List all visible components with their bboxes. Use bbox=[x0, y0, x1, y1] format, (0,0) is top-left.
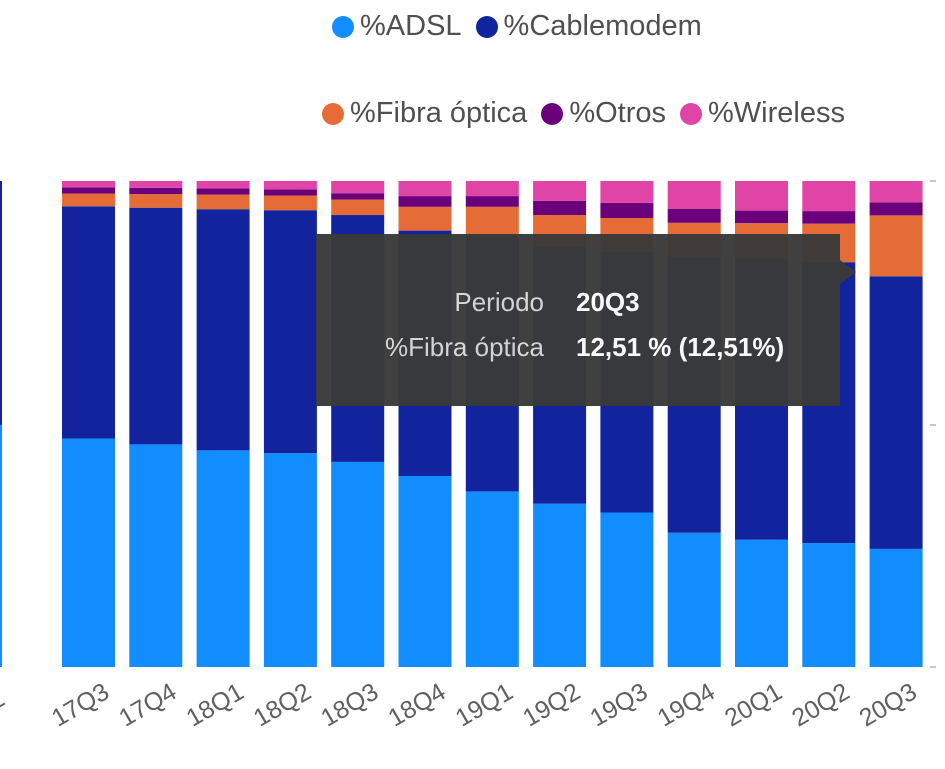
tooltip-arrow bbox=[840, 260, 856, 284]
x-tick-label-20q1: 20Q1 bbox=[720, 678, 787, 733]
bar-segment-19q1-s0[interactable] bbox=[465, 491, 519, 667]
bar-segment-18q2-s4[interactable] bbox=[263, 181, 317, 190]
x-tick-label-partial: Q2 bbox=[0, 685, 9, 726]
x-tick-label-18q2: 18Q2 bbox=[249, 678, 316, 733]
bar-segment-20q2-s4[interactable] bbox=[802, 181, 856, 212]
bar-segment-17q3-s1[interactable] bbox=[62, 206, 115, 439]
bar-segment-18q1-s2[interactable] bbox=[196, 194, 250, 210]
bar-segment-18q4-s0[interactable] bbox=[398, 476, 452, 667]
tooltip-value-periodo: 20Q3 bbox=[576, 287, 640, 317]
bar-segment-17q3-s4[interactable] bbox=[62, 181, 115, 188]
bar-segment-17q4-s0[interactable] bbox=[129, 444, 183, 667]
x-tick-label-20q3: 20Q3 bbox=[855, 678, 922, 733]
bar-segment-19q3-s0[interactable] bbox=[600, 512, 654, 668]
x-tick-label-18q4: 18Q4 bbox=[384, 678, 451, 733]
bar-segment-17q3-s0[interactable] bbox=[62, 438, 115, 667]
bar-segment-18q3-s0[interactable] bbox=[331, 461, 385, 667]
x-tick-label-17q3: 17Q3 bbox=[47, 678, 114, 733]
bar-segment-18q3-s3[interactable] bbox=[331, 193, 385, 200]
bar-segment-17q3-s3[interactable] bbox=[62, 187, 115, 194]
bar-segment-17q4-s4[interactable] bbox=[129, 181, 183, 188]
bar-segment-18q2-s0[interactable] bbox=[263, 453, 317, 667]
x-tick-label-19q1: 19Q1 bbox=[451, 678, 518, 733]
bar-segment-19q1-s4[interactable] bbox=[465, 181, 519, 197]
bar-segment-19q4-s3[interactable] bbox=[667, 208, 721, 223]
tooltip-row-fibra: %Fibra óptica 12,51 % (12,51%) bbox=[316, 332, 840, 363]
bar-segment-18q2-s1[interactable] bbox=[263, 210, 317, 454]
bar-partial-left-1 bbox=[0, 205, 2, 425]
bar-segment-19q1-s2[interactable] bbox=[465, 206, 519, 236]
tooltip-row-periodo: Periodo 20Q3 bbox=[316, 287, 840, 318]
bar-segment-18q1-s4[interactable] bbox=[196, 181, 250, 189]
bar-segment-18q1-s1[interactable] bbox=[196, 209, 250, 451]
bar-segment-19q1-s3[interactable] bbox=[465, 196, 519, 207]
bar-segment-18q1-s0[interactable] bbox=[196, 450, 250, 667]
bar-partial-left-2 bbox=[0, 425, 2, 667]
legend-label-otros: %Otros bbox=[569, 97, 666, 129]
bar-segment-20q1-s4[interactable] bbox=[735, 181, 788, 211]
legend-label-cablemodem: %Cablemodem bbox=[503, 10, 702, 42]
bar-segment-17q4-s2[interactable] bbox=[129, 194, 183, 208]
bar-segment-18q2-s3[interactable] bbox=[263, 189, 317, 196]
bar-segment-20q2-s3[interactable] bbox=[802, 211, 856, 224]
legend-label-adsl: %ADSL bbox=[360, 10, 462, 42]
legend-label-wireless: %Wireless bbox=[708, 97, 845, 129]
bar-segment-17q4-s3[interactable] bbox=[129, 187, 183, 195]
bar-segment-20q3-s1[interactable] bbox=[869, 276, 923, 549]
legend-row-top: %ADSL %Cablemodem bbox=[332, 10, 702, 43]
legend-dot-cablemodem bbox=[475, 15, 498, 38]
bar-segment-20q2-s0[interactable] bbox=[802, 543, 856, 667]
legend-item-adsl[interactable]: %ADSL bbox=[332, 10, 462, 43]
bar-segment-19q2-s0[interactable] bbox=[533, 503, 587, 667]
x-tick-label-18q1: 18Q1 bbox=[182, 678, 249, 733]
bar-segment-18q2-s2[interactable] bbox=[263, 195, 317, 211]
x-tick-label-20q2: 20Q2 bbox=[787, 678, 854, 733]
tooltip: Periodo 20Q3 %Fibra óptica 12,51 % (12,5… bbox=[316, 234, 856, 406]
bar-segment-19q3-s3[interactable] bbox=[600, 202, 654, 218]
bar-segment-20q3-s0[interactable] bbox=[869, 548, 923, 667]
bar-segment-19q3-s4[interactable] bbox=[600, 181, 654, 203]
legend-item-wireless[interactable]: %Wireless bbox=[680, 97, 845, 130]
tooltip-key-fibra: %Fibra óptica bbox=[385, 332, 544, 362]
bar-segment-19q2-s3[interactable] bbox=[533, 200, 587, 215]
x-tick-label-18q3: 18Q3 bbox=[316, 678, 383, 733]
legend-label-fibra: %Fibra óptica bbox=[350, 97, 528, 129]
x-tick-label-19q3: 19Q3 bbox=[585, 678, 652, 733]
bar-segment-18q4-s4[interactable] bbox=[398, 181, 452, 197]
bar-segment-19q4-s4[interactable] bbox=[667, 181, 721, 209]
legend-row-bottom: %Fibra óptica %Otros %Wireless bbox=[322, 97, 845, 130]
bar-segment-20q3-s2[interactable] bbox=[869, 215, 923, 277]
bar-segment-19q4-s0[interactable] bbox=[667, 532, 721, 667]
bar-segment-18q4-s2[interactable] bbox=[398, 206, 452, 231]
x-tick-label-19q2: 19Q2 bbox=[518, 678, 585, 733]
bar-partial-left-0 bbox=[0, 181, 2, 205]
bar-segment-18q4-s3[interactable] bbox=[398, 196, 452, 207]
tooltip-key-periodo: Periodo bbox=[454, 287, 544, 317]
bar-segment-18q3-s4[interactable] bbox=[331, 181, 385, 194]
bar-segment-17q4-s1[interactable] bbox=[129, 207, 183, 445]
legend-dot-fibra bbox=[322, 102, 344, 125]
bar-segment-18q3-s2[interactable] bbox=[331, 199, 385, 216]
x-tick-label-19q4: 19Q4 bbox=[653, 678, 720, 733]
legend-dot-adsl bbox=[332, 15, 354, 38]
x-tick-label-17q4: 17Q4 bbox=[114, 678, 181, 733]
bar-segment-20q1-s3[interactable] bbox=[735, 210, 788, 224]
bar-segment-20q3-s4[interactable] bbox=[869, 181, 923, 203]
tooltip-value-fibra: 12,51 % (12,51%) bbox=[576, 332, 785, 362]
bar-segment-20q1-s0[interactable] bbox=[735, 539, 788, 667]
bar-segment-19q2-s4[interactable] bbox=[533, 181, 587, 201]
bar-segment-20q3-s3[interactable] bbox=[869, 202, 923, 216]
legend-dot-otros bbox=[541, 102, 564, 125]
bar-segment-18q1-s3[interactable] bbox=[196, 188, 250, 195]
legend-dot-wireless bbox=[680, 102, 702, 125]
legend-item-otros[interactable]: %Otros bbox=[541, 97, 666, 130]
legend-item-fibra[interactable]: %Fibra óptica bbox=[322, 97, 527, 130]
legend-item-cablemodem[interactable]: %Cablemodem bbox=[475, 10, 702, 43]
bar-segment-17q3-s2[interactable] bbox=[62, 193, 115, 207]
